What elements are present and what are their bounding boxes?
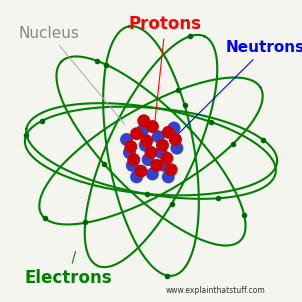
Circle shape [126,159,139,172]
Circle shape [124,140,137,153]
Circle shape [137,114,150,127]
Circle shape [120,133,133,146]
Circle shape [162,126,175,139]
Circle shape [165,163,178,176]
Circle shape [140,134,153,147]
Circle shape [157,159,170,172]
Text: Nucleus: Nucleus [19,26,125,124]
Circle shape [134,165,147,178]
Circle shape [169,133,182,146]
Text: www.explainthatstuff.com: www.explainthatstuff.com [165,286,265,295]
Text: Neutrons: Neutrons [170,40,302,142]
Circle shape [156,139,169,152]
Circle shape [127,153,140,166]
Circle shape [160,152,173,165]
Circle shape [162,170,175,183]
Circle shape [152,130,165,143]
Circle shape [130,127,143,140]
Circle shape [146,120,159,133]
Circle shape [123,146,136,159]
Circle shape [170,142,183,155]
Text: Electrons: Electrons [24,252,112,287]
Text: Protons: Protons [129,15,202,128]
Circle shape [130,170,143,183]
Circle shape [146,168,159,181]
Circle shape [145,146,157,159]
Circle shape [150,159,163,172]
Circle shape [168,121,181,134]
Circle shape [139,139,152,152]
Circle shape [142,153,155,166]
Circle shape [155,146,168,159]
Circle shape [136,124,149,137]
